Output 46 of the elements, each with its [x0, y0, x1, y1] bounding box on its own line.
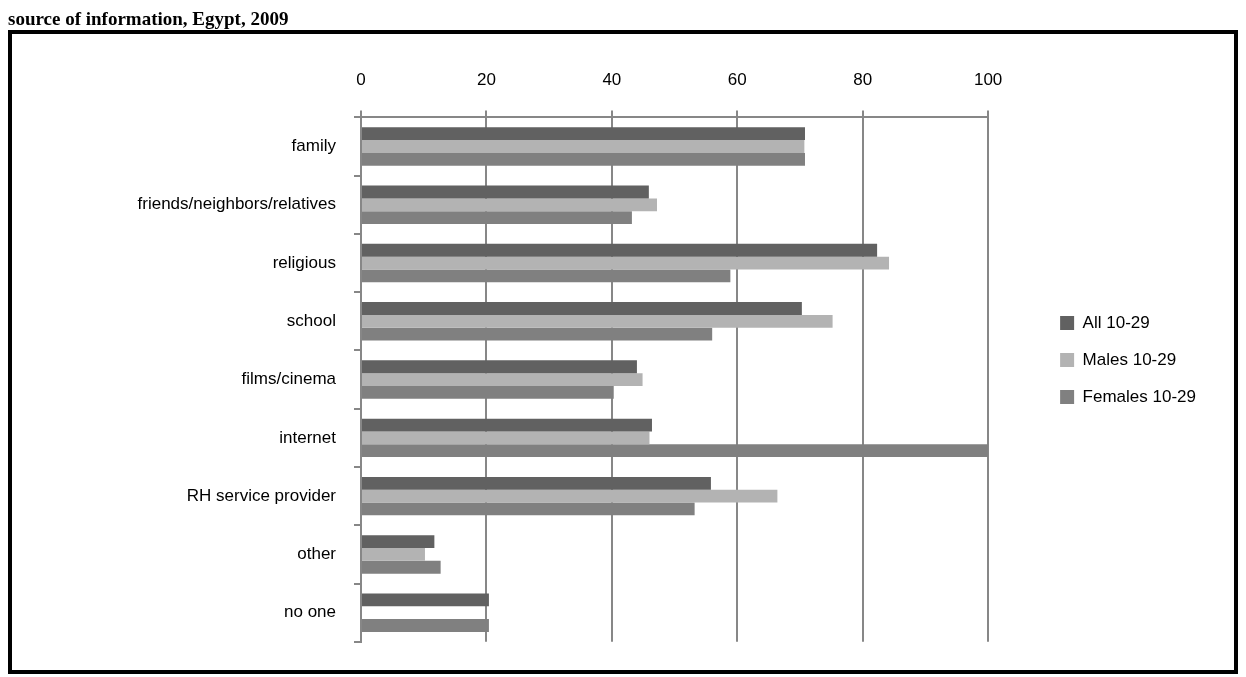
- bar: [362, 593, 489, 607]
- legend-label: All 10-29: [1082, 312, 1150, 332]
- y-tick-label: other: [297, 544, 337, 564]
- bar: [362, 489, 778, 503]
- bar: [362, 243, 878, 257]
- legend-label: Females 10-29: [1082, 386, 1196, 406]
- bar: [362, 360, 637, 374]
- bar: [362, 127, 805, 141]
- x-tick-label: 100: [973, 69, 1003, 89]
- x-tick-label: 0: [356, 69, 366, 89]
- y-tick-label: films/cinema: [241, 369, 337, 389]
- bar: [362, 502, 695, 516]
- legend-label: Males 10-29: [1082, 349, 1177, 369]
- bar: [362, 560, 441, 574]
- y-tick-label: friends/neighbors/relatives: [137, 194, 336, 214]
- bar: [362, 152, 805, 166]
- text: source of information, Egypt, 2009: [8, 8, 290, 30]
- bar: [362, 140, 805, 153]
- y-tick-label: family: [291, 136, 337, 156]
- x-tick-label: 40: [602, 69, 622, 89]
- bar: [362, 256, 890, 270]
- bar: [362, 386, 614, 399]
- y-tick-label: internet: [279, 427, 337, 447]
- frame: All 10-29 Males 10-29 Females 10-29 0 20 40 60 80 100 family friends/neighbors/relatives religious school films/cinema internet RH service provider other no one: [8, 30, 1238, 674]
- bar: [362, 269, 731, 283]
- bar: [362, 619, 489, 632]
- bar: [362, 198, 657, 212]
- bar: [362, 373, 643, 387]
- bar: [362, 314, 833, 328]
- y-tick-label: school: [286, 311, 336, 331]
- bar: [362, 444, 989, 458]
- bar: [362, 535, 435, 548]
- bar: [362, 431, 650, 445]
- y-tick-label: RH service provider: [186, 485, 337, 505]
- bar: [362, 418, 652, 432]
- x-tick-label: 80: [853, 69, 873, 89]
- bar: [362, 327, 713, 341]
- y-tick-label: no one: [284, 602, 336, 622]
- bar: [362, 211, 632, 225]
- x-tick-label: 20: [476, 69, 496, 89]
- bar: [362, 302, 802, 315]
- bar: [362, 476, 711, 490]
- x-tick-label: 60: [727, 69, 747, 89]
- bar: [362, 185, 649, 199]
- y-tick-label: religious: [272, 252, 336, 272]
- bar: [362, 547, 425, 561]
